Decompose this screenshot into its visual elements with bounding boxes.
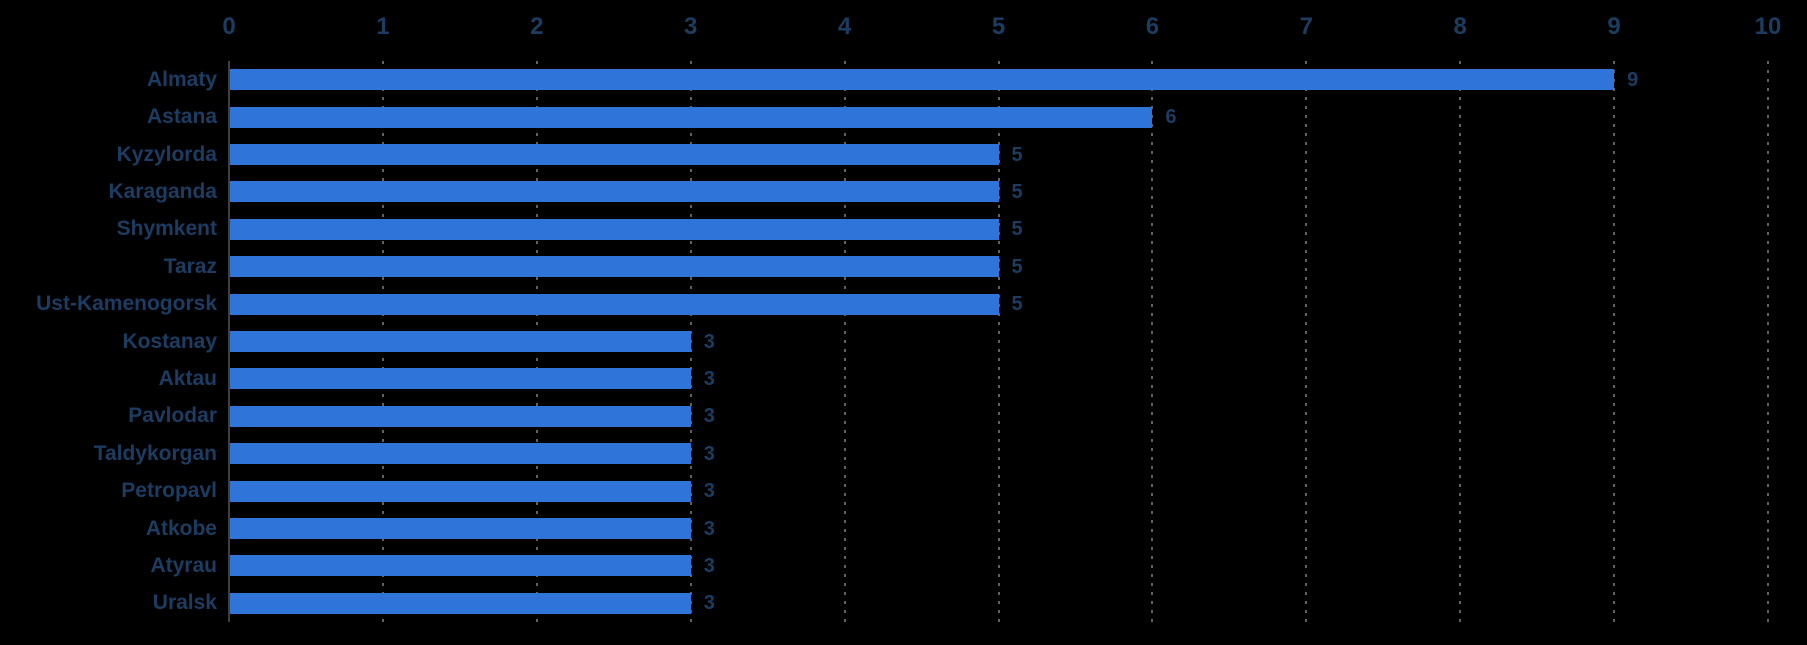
category-label: Ust-Kamenogorsk [36, 292, 217, 316]
bar [230, 592, 691, 614]
bar [230, 181, 999, 203]
x-axis-tick-label: 4 [837, 13, 852, 40]
gridline [1151, 61, 1154, 622]
gridline [1459, 61, 1462, 622]
x-axis-tick-label: 0 [222, 13, 236, 40]
category-label: Petropavl [121, 479, 217, 503]
x-axis-tick-label: 5 [991, 13, 1006, 40]
bar [230, 144, 999, 165]
x-axis-tick-label: 1 [376, 13, 390, 40]
gridline [1767, 61, 1769, 622]
gridline [997, 61, 1000, 622]
value-label: 5 [1011, 218, 1023, 241]
category-label: Astana [146, 105, 217, 129]
x-axis-tick-label: 10 [1754, 13, 1782, 40]
category-label: Kostanay [122, 329, 217, 353]
gridline [689, 61, 692, 622]
bar [230, 218, 999, 240]
category-label: Pavlodar [128, 404, 217, 428]
gridline [1305, 61, 1308, 622]
bar [230, 256, 999, 278]
category-label: Karaganda [108, 179, 217, 203]
bar [230, 368, 691, 390]
value-label: 9 [1627, 68, 1639, 91]
gridline [843, 61, 846, 622]
category-label: Taldykorgan [93, 441, 217, 465]
value-label: 3 [703, 517, 715, 540]
category-label: Taraz [163, 254, 217, 278]
value-label: 3 [703, 554, 715, 577]
bar [230, 293, 999, 315]
category-label: Atkobe [145, 516, 217, 540]
y-axis-line [228, 61, 230, 622]
value-label: 3 [703, 592, 715, 615]
bar [230, 331, 691, 352]
x-axis-tick-label: 6 [1145, 13, 1160, 40]
value-label: 6 [1165, 106, 1177, 129]
category-label: Shymkent [116, 217, 217, 241]
x-axis-tick-label: 2 [530, 13, 544, 40]
x-axis-tick-label: 8 [1453, 13, 1467, 40]
bar [230, 69, 1615, 91]
category-label: Kyzylorda [116, 142, 217, 166]
bar [230, 443, 691, 465]
value-label: 3 [703, 442, 715, 465]
value-label: 5 [1011, 255, 1023, 278]
value-label: 5 [1011, 180, 1023, 203]
value-label: 3 [703, 330, 715, 353]
category-label: Aktau [158, 366, 217, 390]
bar [230, 480, 691, 502]
x-axis-tick-label: 3 [684, 13, 698, 40]
bar [230, 555, 691, 577]
value-label: 5 [1011, 143, 1023, 166]
x-axis-tick-label: 7 [1299, 13, 1313, 40]
value-label: 5 [1011, 293, 1023, 316]
bar [230, 405, 691, 427]
category-label: Uralsk [152, 591, 217, 615]
value-label: 3 [703, 367, 715, 390]
category-label: Almaty [146, 67, 217, 91]
bar [230, 518, 691, 539]
value-label: 3 [703, 405, 715, 428]
bar [230, 106, 1153, 128]
gridline [1613, 61, 1616, 622]
x-axis-tick-label: 9 [1607, 13, 1621, 40]
category-label: Atyrau [150, 553, 217, 577]
value-label: 3 [703, 480, 715, 503]
